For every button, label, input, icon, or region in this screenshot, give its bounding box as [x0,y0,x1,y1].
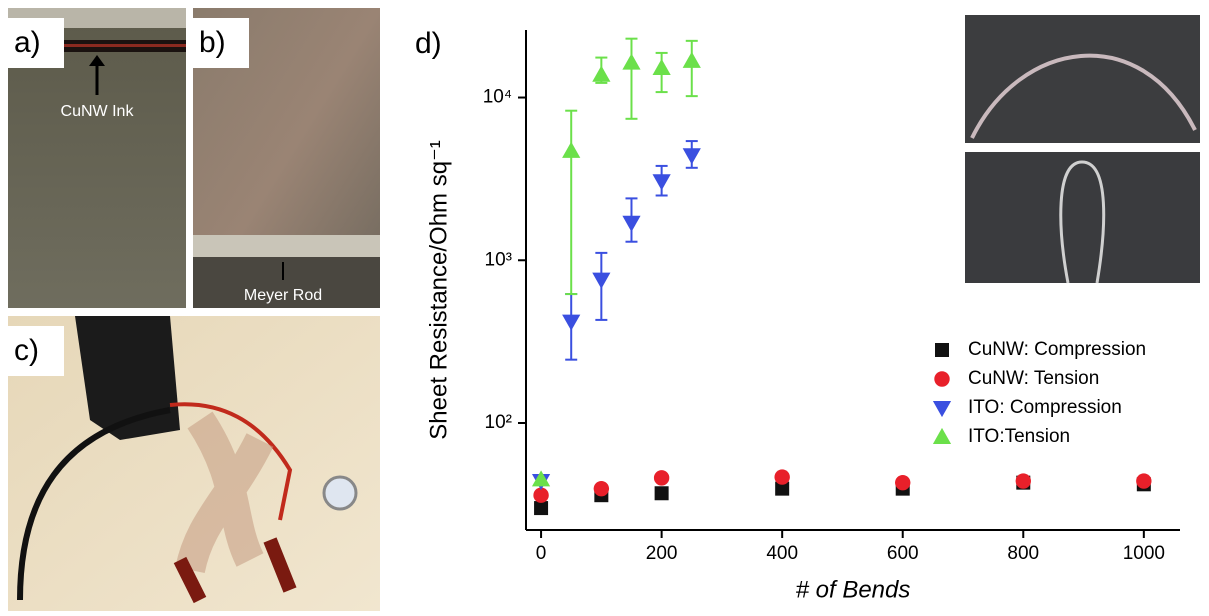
y-tick-label: 10² [485,412,512,433]
x-tick-label: 800 [1007,543,1039,564]
legend-label: ITO:Tension [968,426,1070,447]
wire [169,402,293,521]
panel-label: d) [415,27,442,60]
x-tick-label: 600 [887,543,919,564]
arrow-head [89,55,105,66]
caption: CuNW Ink [61,103,135,120]
marker [652,58,671,75]
ink-line [8,44,186,47]
marker [531,470,551,487]
legend-label: CuNW: Compression [968,339,1146,360]
led [322,475,358,511]
bent-film [970,53,1197,139]
marker [682,148,701,165]
clip [173,537,297,604]
marker [622,215,641,232]
panel-label: a) [14,26,41,59]
marker [622,53,641,70]
legend-marker [932,427,952,444]
x-tick-label: 1000 [1123,543,1165,564]
legend-label: CuNW: Tension [968,368,1099,389]
marker [895,474,911,491]
marker [775,481,790,496]
marker [1136,473,1152,489]
looped-film [1059,160,1106,284]
marker [774,469,790,485]
y-axis-label: Sheet Resistance/Ohm sq⁻¹ [425,140,452,439]
x-axis-label: # of Bends [796,576,911,603]
film [175,411,274,574]
rod [193,235,380,257]
background [193,257,380,308]
marker [654,486,669,501]
wire [17,407,171,601]
label-box [8,18,64,68]
marker [562,141,581,158]
marker [652,174,671,191]
legend-marker [934,371,950,387]
x-tick-label: 0 [536,543,547,564]
inset-photo [965,152,1200,283]
legend-marker [935,343,949,357]
label-box [8,326,64,376]
panel-label: c) [14,334,39,367]
marker [1015,473,1031,489]
marker [653,470,670,486]
marker [562,314,581,331]
inset-photo [965,15,1200,143]
y-tick-label: 10⁴ [483,87,512,108]
dark-object [75,316,180,440]
marker [593,480,610,497]
legend-marker [932,401,952,418]
marker [592,65,611,82]
marker [534,501,549,516]
panel-label: b) [199,26,226,59]
x-tick-label: 400 [766,543,798,564]
legend-label: ITO: Compression [968,397,1122,418]
marker [592,272,611,289]
caption: Meyer Rod [244,287,322,304]
marker [533,487,549,503]
y-tick-label: 10³ [485,249,512,270]
marker [682,51,701,68]
x-tick-label: 200 [646,543,678,564]
label-box [193,18,249,68]
